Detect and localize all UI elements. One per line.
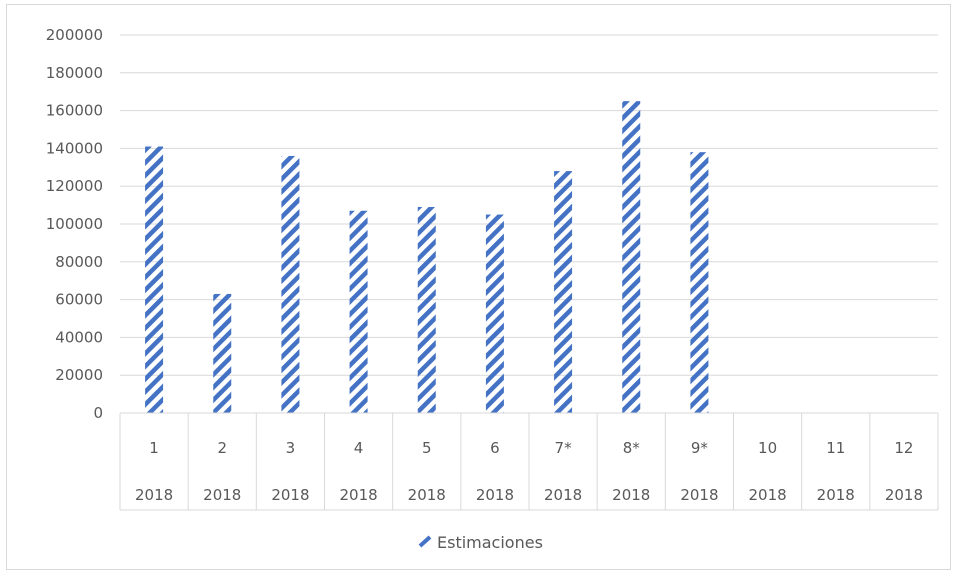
category-year-label: 2018 bbox=[748, 486, 786, 504]
y-tick-label: 180000 bbox=[46, 64, 103, 82]
category-year-label: 2018 bbox=[339, 486, 377, 504]
bar-chart: 0 20000 40000 60000 80000 100000 120000 140000 1… bbox=[46, 26, 939, 552]
y-tick-label: 80000 bbox=[55, 253, 103, 271]
category-label: 2 bbox=[217, 439, 227, 457]
category-year-label: 2018 bbox=[817, 486, 855, 504]
category-label: 3 bbox=[286, 439, 296, 457]
category-label: 5 bbox=[422, 439, 432, 457]
category-year-label: 2018 bbox=[203, 486, 241, 504]
y-tick-label: 160000 bbox=[46, 102, 103, 120]
bar bbox=[349, 210, 368, 413]
category-year-label: 2018 bbox=[135, 486, 173, 504]
legend-swatch-icon bbox=[418, 535, 432, 548]
bar bbox=[145, 146, 164, 413]
y-tick-label: 0 bbox=[93, 404, 103, 422]
category-year-label: 2018 bbox=[408, 486, 446, 504]
bar bbox=[281, 155, 300, 413]
legend-label: Estimaciones bbox=[437, 533, 543, 552]
category-axis-table: 1 2018 2 2018 3 2018 4 2018 5 2018 6 2018 7* 2018 8* 20… bbox=[119, 412, 939, 511]
bar bbox=[485, 214, 504, 413]
category-year-label: 2018 bbox=[612, 486, 650, 504]
bar bbox=[417, 206, 436, 413]
y-tick-label: 200000 bbox=[46, 26, 103, 44]
category-year-label: 2018 bbox=[271, 486, 309, 504]
category-year-label: 2018 bbox=[885, 486, 923, 504]
bar bbox=[690, 152, 709, 413]
y-tick-label: 100000 bbox=[46, 215, 103, 233]
category-year-label: 2018 bbox=[476, 486, 514, 504]
bar bbox=[213, 293, 232, 413]
y-tick-label: 20000 bbox=[55, 366, 103, 384]
category-label: 8* bbox=[623, 439, 641, 457]
chart-frame: 0 20000 40000 60000 80000 100000 120000 140000 1… bbox=[6, 4, 951, 570]
bars bbox=[145, 101, 709, 414]
bar bbox=[554, 171, 573, 413]
category-label: 12 bbox=[894, 439, 913, 457]
category-label: 10 bbox=[758, 439, 777, 457]
gridlines bbox=[120, 34, 938, 376]
bar bbox=[622, 101, 641, 414]
category-label: 1 bbox=[149, 439, 159, 457]
y-tick-label: 60000 bbox=[55, 291, 103, 309]
category-label: 11 bbox=[826, 439, 845, 457]
legend: Estimaciones bbox=[418, 533, 543, 552]
y-axis-tick-labels: 0 20000 40000 60000 80000 100000 120000 140000 1… bbox=[46, 26, 103, 422]
y-tick-label: 140000 bbox=[46, 139, 103, 157]
category-label: 9* bbox=[691, 439, 709, 457]
category-year-label: 2018 bbox=[680, 486, 718, 504]
category-label: 7* bbox=[555, 439, 573, 457]
category-label: 6 bbox=[490, 439, 500, 457]
category-year-label: 2018 bbox=[544, 486, 582, 504]
category-label: 4 bbox=[354, 439, 364, 457]
y-tick-label: 120000 bbox=[46, 177, 103, 195]
y-tick-label: 40000 bbox=[55, 328, 103, 346]
